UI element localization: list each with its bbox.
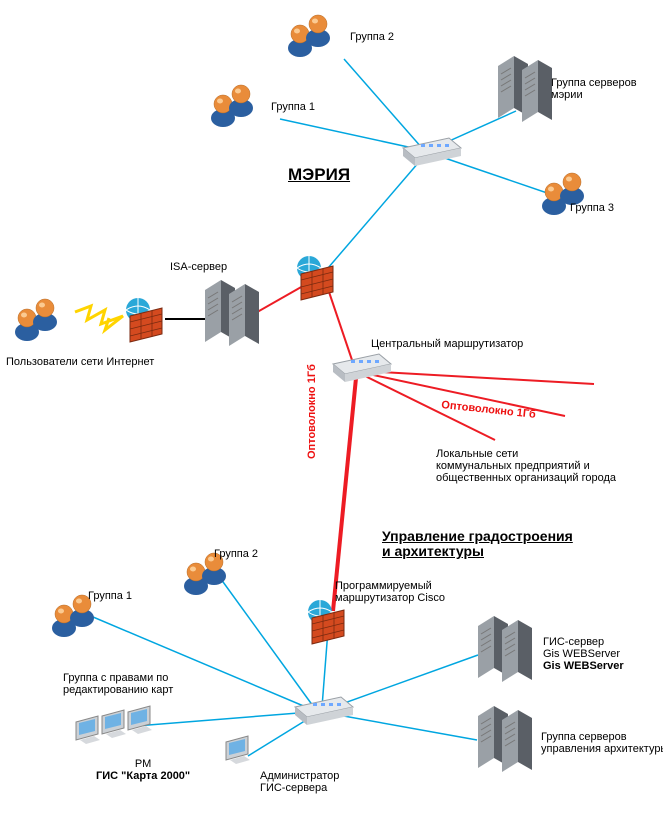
label-group1_bot: Группа 1 xyxy=(88,590,132,602)
label-group1_top: Группа 1 xyxy=(271,101,315,113)
label-group2_top: Группа 2 xyxy=(350,31,394,43)
label-cisco: Программируемый маршрутизатор Cisco xyxy=(335,580,445,604)
label-fiber_v: Оптоволокно 1Гб xyxy=(306,364,318,459)
label-group2_bot: Группа 2 xyxy=(214,548,258,560)
label-local_nets: Локальные сети коммунальных предприятий … xyxy=(436,448,616,484)
server-icon xyxy=(205,280,259,346)
server-icon xyxy=(478,706,532,772)
router-icon xyxy=(295,697,353,725)
label-group3_top: Группа 3 xyxy=(570,202,614,214)
router-icon xyxy=(403,138,461,166)
label-arch_servers: Группа серверов управления архитектуры xyxy=(541,731,663,755)
monitor-icon xyxy=(226,736,250,764)
label-urban: Управление градостроения и архитектуры xyxy=(382,529,573,560)
user-pair-icon xyxy=(15,299,57,341)
label-mayor: МЭРИЯ xyxy=(288,166,350,185)
label-internet_users: Пользователи сети Интернет xyxy=(6,356,154,368)
label-edit_group: Группа с правами по редактированию карт xyxy=(63,672,173,696)
label-central_router: Центральный маршрутизатор xyxy=(371,338,523,350)
label-gis_server: ГИС-сервер Gis WEBServerGis WEBServer xyxy=(543,636,624,672)
label-gis_admin: Администратор ГИС-сервера xyxy=(260,770,339,794)
server-icon xyxy=(498,56,552,122)
label-isa: ISA-сервер xyxy=(170,261,227,273)
firewall-icon xyxy=(297,256,333,300)
user-pair-icon xyxy=(288,15,330,57)
server-icon xyxy=(478,616,532,682)
monitor-icon xyxy=(76,706,152,744)
firewall-icon xyxy=(308,600,344,644)
user-pair-icon xyxy=(211,85,253,127)
label-pm: РМГИС "Карта 2000" xyxy=(96,758,190,782)
label-mayor_servers: Группа серверов мэрии xyxy=(551,77,637,101)
firewall-icon xyxy=(126,298,162,342)
